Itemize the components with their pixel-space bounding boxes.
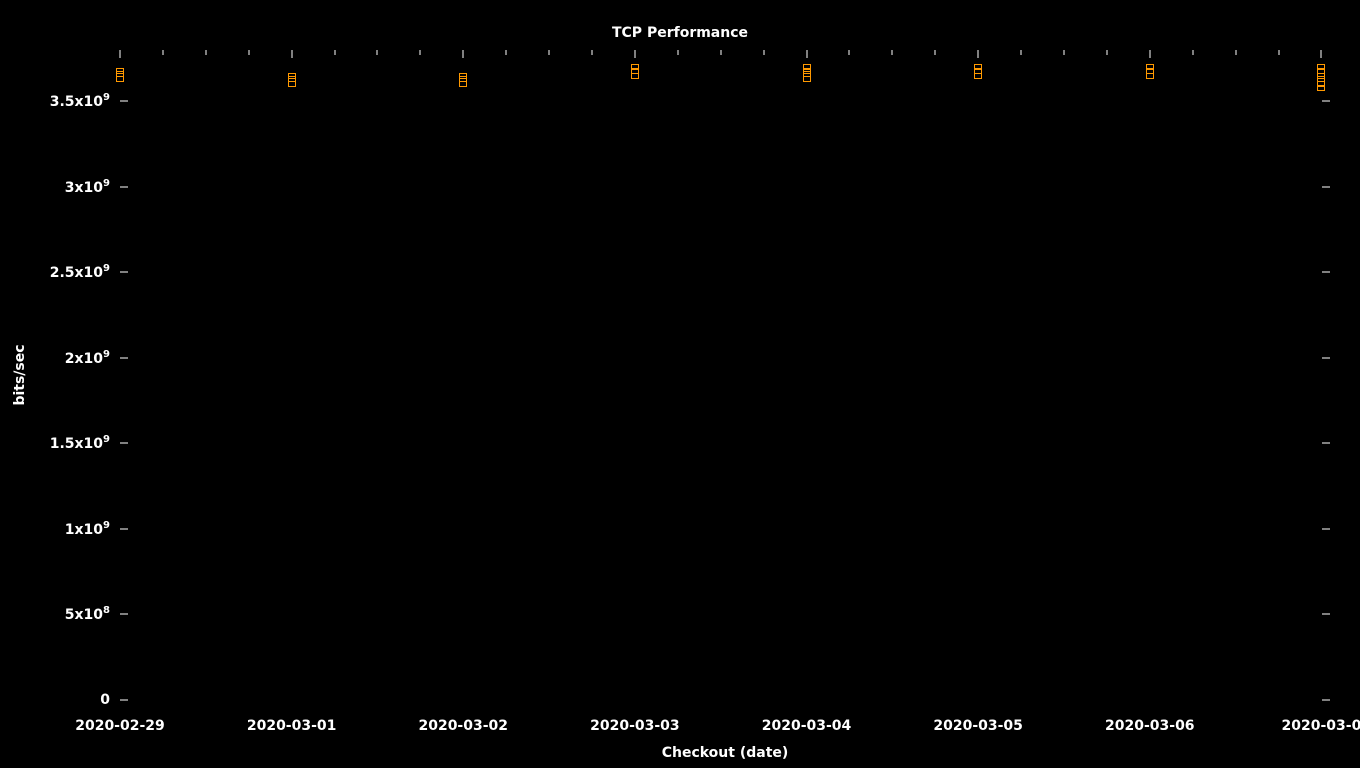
x-tick-label: 2020-03-03	[590, 718, 680, 734]
data-point	[288, 73, 296, 79]
x-tick-mark	[1149, 50, 1150, 58]
y-tick-label: 3x109	[65, 178, 110, 196]
chart-title: TCP Performance	[612, 25, 748, 41]
x-axis-label: Checkout (date)	[662, 745, 789, 761]
x-minor-tick	[162, 50, 163, 55]
x-minor-tick	[334, 50, 335, 55]
x-tick-mark	[634, 50, 635, 58]
data-point	[631, 73, 639, 79]
y-tick-label: 2x109	[65, 349, 110, 367]
y-tick-mark	[120, 443, 128, 444]
data-point	[803, 64, 811, 70]
x-minor-tick	[1021, 50, 1022, 55]
x-minor-tick	[1235, 50, 1236, 55]
x-minor-tick	[420, 50, 421, 55]
data-point	[459, 73, 467, 79]
y-tick-mark	[1322, 614, 1330, 615]
y-tick-label: 0	[100, 692, 110, 708]
x-minor-tick	[248, 50, 249, 55]
x-tick-mark	[1321, 50, 1322, 58]
x-minor-tick	[1063, 50, 1064, 55]
plot-area	[120, 50, 1330, 700]
data-point	[974, 64, 982, 70]
data-point	[116, 68, 124, 74]
x-tick-label: 2020-03-0	[1282, 718, 1360, 734]
y-tick-mark	[120, 614, 128, 615]
x-minor-tick	[677, 50, 678, 55]
data-point	[288, 81, 296, 87]
y-tick-mark	[1322, 186, 1330, 187]
x-tick-mark	[120, 50, 121, 58]
x-minor-tick	[720, 50, 721, 55]
x-minor-tick	[549, 50, 550, 55]
data-point	[1317, 81, 1325, 87]
y-tick-mark	[120, 186, 128, 187]
data-point	[1146, 73, 1154, 79]
x-tick-label: 2020-03-04	[762, 718, 852, 734]
data-point	[1146, 64, 1154, 70]
y-tick-mark	[1322, 528, 1330, 529]
y-tick-mark	[120, 700, 128, 701]
data-point	[116, 76, 124, 82]
x-tick-mark	[463, 50, 464, 58]
x-tick-label: 2020-03-02	[418, 718, 508, 734]
y-tick-mark	[1322, 443, 1330, 444]
x-tick-label: 2020-02-29	[75, 718, 165, 734]
x-minor-tick	[377, 50, 378, 55]
y-tick-label: 1x109	[65, 520, 110, 538]
x-minor-tick	[892, 50, 893, 55]
y-tick-mark	[120, 272, 128, 273]
x-minor-tick	[1106, 50, 1107, 55]
y-tick-mark	[120, 528, 128, 529]
x-tick-mark	[291, 50, 292, 58]
y-tick-mark	[1322, 101, 1330, 102]
y-tick-label: 3.5x109	[50, 92, 110, 110]
x-tick-label: 2020-03-06	[1105, 718, 1195, 734]
data-point	[803, 76, 811, 82]
y-tick-label: 2.5x109	[50, 264, 110, 282]
x-minor-tick	[849, 50, 850, 55]
x-minor-tick	[1192, 50, 1193, 55]
data-point	[974, 73, 982, 79]
x-minor-tick	[935, 50, 936, 55]
x-tick-label: 2020-03-01	[247, 718, 337, 734]
y-tick-mark	[1322, 357, 1330, 358]
y-tick-mark	[1322, 272, 1330, 273]
x-minor-tick	[591, 50, 592, 55]
data-point	[1317, 64, 1325, 70]
y-tick-label: 1.5x109	[50, 435, 110, 453]
x-tick-label: 2020-03-05	[933, 718, 1023, 734]
y-tick-mark	[120, 101, 128, 102]
x-minor-tick	[1278, 50, 1279, 55]
x-tick-mark	[978, 50, 979, 58]
data-point	[1317, 73, 1325, 79]
data-point	[631, 64, 639, 70]
y-axis-label: bits/sec	[12, 344, 28, 405]
x-minor-tick	[506, 50, 507, 55]
y-tick-mark	[1322, 700, 1330, 701]
x-minor-tick	[763, 50, 764, 55]
x-minor-tick	[205, 50, 206, 55]
x-tick-mark	[806, 50, 807, 58]
y-tick-mark	[120, 357, 128, 358]
data-point	[459, 81, 467, 87]
y-tick-label: 5x108	[65, 606, 110, 624]
